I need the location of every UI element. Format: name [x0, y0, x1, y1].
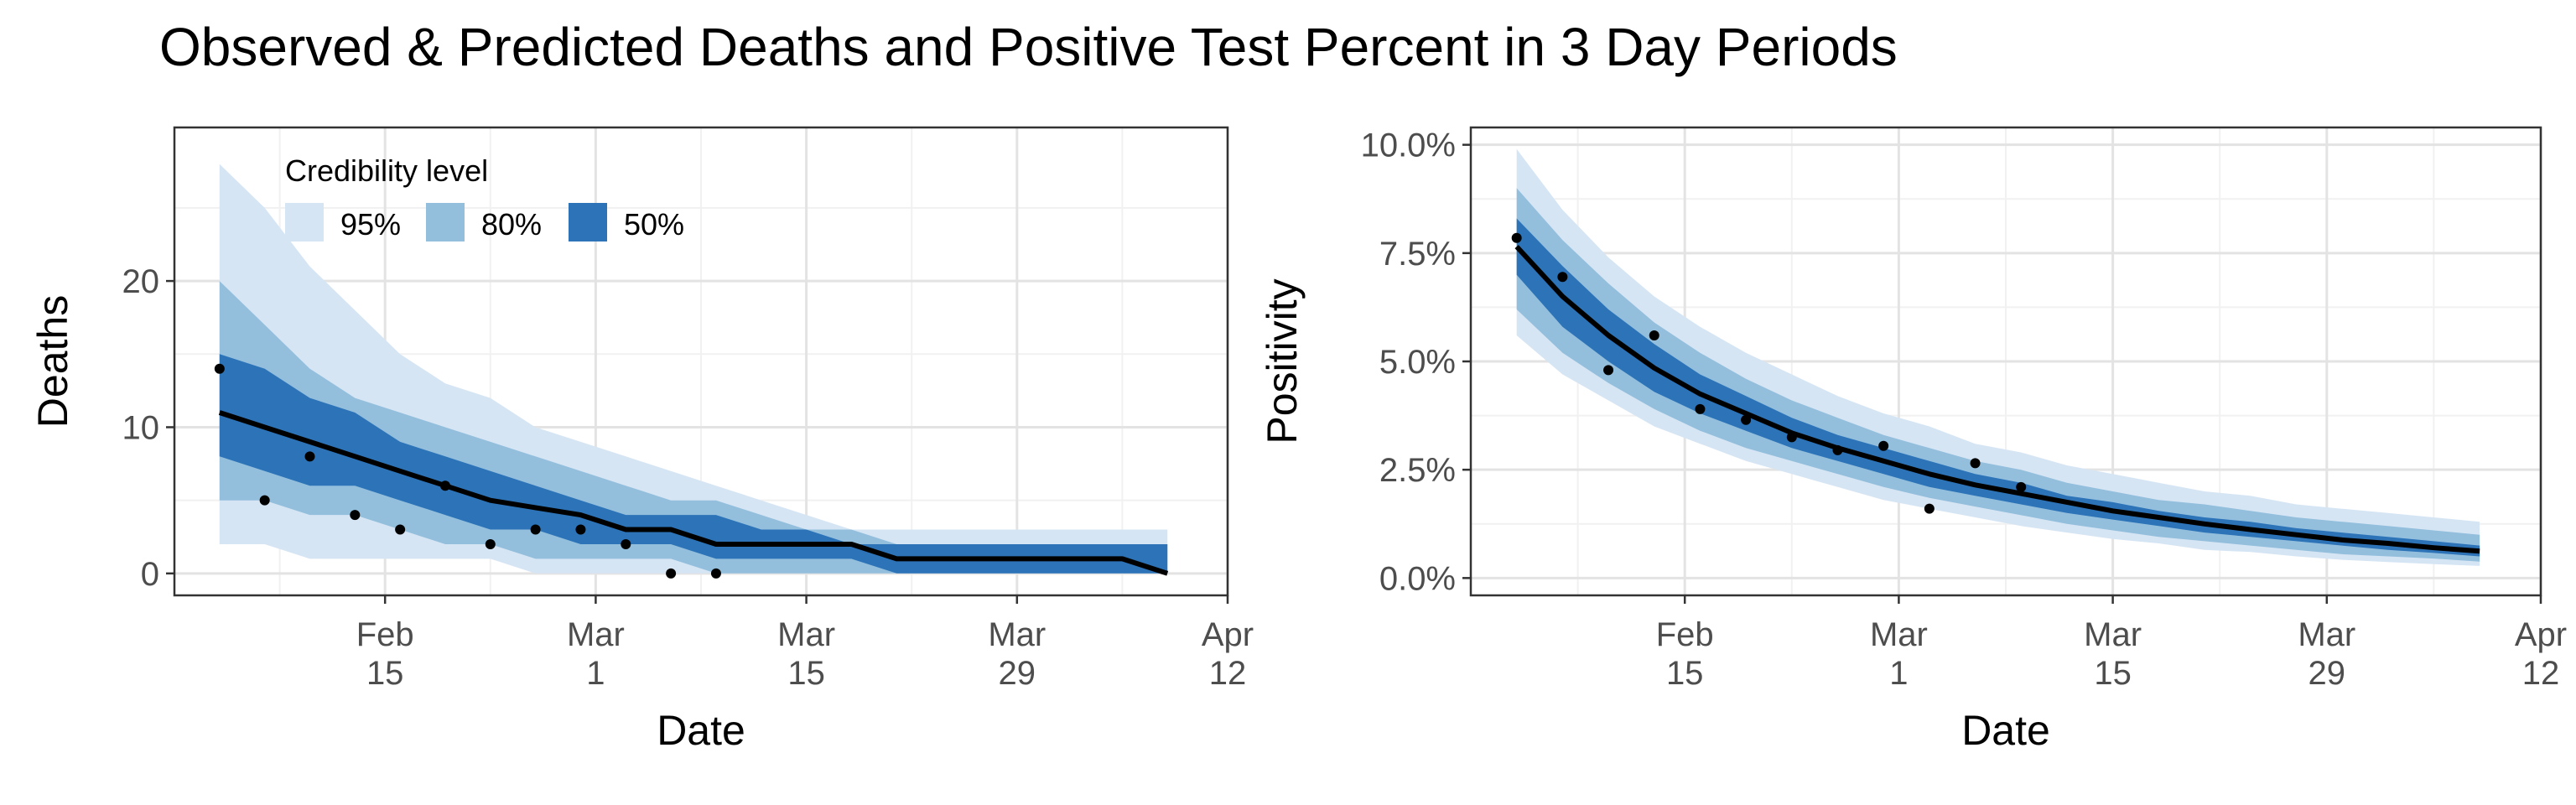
observed-point [530, 524, 541, 535]
x-tick-label-day: 1 [586, 655, 605, 692]
y-axis-title: Deaths [29, 295, 76, 428]
observed-point [1878, 440, 1889, 451]
y-tick-label: 20 [122, 263, 160, 300]
observed-point [214, 363, 225, 374]
panel-border [173, 126, 1229, 597]
observed-point [1511, 232, 1522, 243]
x-tick-label-day: 12 [1209, 655, 1247, 692]
observed-point [575, 524, 586, 535]
x-tick-label-month: Apr [1202, 616, 1254, 653]
y-axis-title: Positivity [1259, 278, 1306, 444]
legend-swatch [569, 203, 607, 242]
x-axis-title: Date [657, 707, 745, 754]
positivity-panel: 0.0%2.5%5.0%7.5%10.0%Feb15Mar1Mar15Mar29… [1259, 126, 2567, 754]
legend-label: 50% [624, 207, 684, 242]
x-tick-label-month: Mar [2084, 616, 2142, 653]
y-tick-label: 7.5% [1379, 236, 1456, 273]
observed-point [710, 568, 721, 579]
observed-point [1603, 365, 1614, 376]
deaths-panel: 01020Feb15Mar1Mar15Mar29Apr12DateDeathsC… [29, 126, 1254, 754]
x-tick-label-day: 15 [1666, 655, 1704, 692]
median-line [218, 410, 1169, 576]
x-tick-label-month: Feb [1656, 616, 1714, 653]
legend: Credibility level 95% 80% 50% [285, 153, 684, 242]
band-50 [219, 354, 1168, 574]
observed-point [2016, 481, 2027, 492]
x-tick-label-month: Mar [1870, 616, 1928, 653]
x-tick-label-day: 29 [2309, 655, 2346, 692]
legend-label: 95% [340, 207, 401, 242]
x-tick-label-month: Mar [2298, 616, 2355, 653]
legend-swatch [285, 203, 324, 242]
legend-label: 80% [481, 207, 542, 242]
observed-point [395, 524, 406, 535]
x-tick-label-month: Feb [356, 616, 414, 653]
observed-point [1695, 403, 1706, 414]
median-line [1514, 245, 2480, 554]
y-tick-label: 2.5% [1379, 452, 1456, 489]
x-tick-label-month: Mar [567, 616, 625, 653]
y-tick-label: 0.0% [1379, 560, 1456, 597]
legend-title: Credibility level [285, 153, 488, 188]
observed-point [621, 538, 631, 549]
observed-point [439, 480, 450, 491]
observed-point [259, 495, 270, 506]
x-tick-label-day: 1 [1889, 655, 1908, 692]
x-tick-label-day: 29 [999, 655, 1036, 692]
x-tick-label-day: 15 [2094, 655, 2132, 692]
x-tick-label-month: Mar [988, 616, 1046, 653]
observed-point [485, 538, 496, 549]
observed-point [304, 451, 315, 462]
legend-swatch [426, 203, 465, 242]
observed-point [1557, 272, 1568, 283]
y-tick-label: 10 [122, 409, 160, 446]
x-tick-label-month: Mar [777, 616, 835, 653]
x-tick-label-day: 15 [787, 655, 825, 692]
observed-point [666, 568, 677, 579]
x-tick-label-day: 15 [366, 655, 404, 692]
band-95 [1516, 148, 2480, 566]
observed-point [1786, 432, 1797, 443]
y-tick-label: 0 [141, 556, 159, 593]
observed-point [1924, 503, 1935, 514]
x-tick-label-day: 12 [2522, 655, 2560, 692]
figure-title: Observed & Predicted Deaths and Positive… [159, 17, 1898, 77]
x-tick-label-month: Apr [2515, 616, 2567, 653]
observed-point [1649, 330, 1659, 340]
y-tick-label: 5.0% [1379, 344, 1456, 381]
observed-point [350, 510, 361, 521]
observed-point [1832, 444, 1843, 455]
x-axis-title: Date [1961, 707, 2050, 754]
observed-point [1741, 414, 1752, 425]
observed-point [1970, 458, 1981, 469]
y-tick-label: 10.0% [1361, 127, 1456, 164]
